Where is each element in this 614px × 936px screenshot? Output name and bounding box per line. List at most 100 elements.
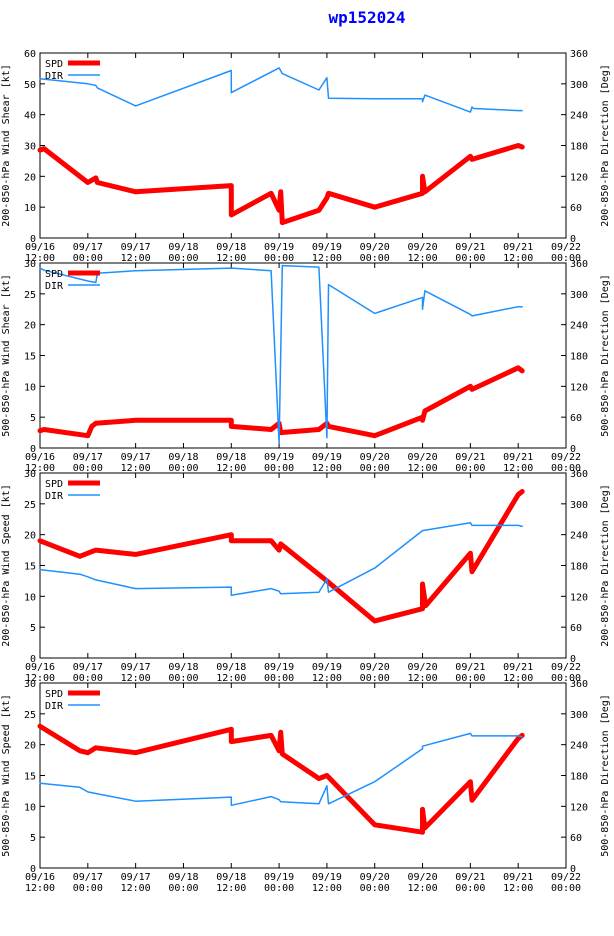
y-tick-label: 5 [30, 413, 36, 424]
y-tick-label: 0 [30, 654, 36, 665]
panel-3: 05101520253006012018024030036009/1612:00… [1, 469, 611, 684]
x-tick-label-date: 09/17 [73, 872, 103, 883]
x-tick-label-time: 00:00 [360, 673, 390, 684]
x-tick-label-time: 12:00 [503, 463, 533, 474]
y2-axis-label: 500-850-hPa Direction [Deg] [600, 274, 611, 437]
y-tick-label: 60 [24, 49, 36, 60]
x-tick-label-date: 09/19 [312, 242, 342, 253]
x-tick-label-date: 09/17 [73, 662, 103, 673]
y-axis-label: 200-850-hPa Wind Shear [kt] [1, 64, 12, 227]
x-tick-label-time: 00:00 [168, 463, 198, 474]
x-tick-label-time: 12:00 [407, 463, 437, 474]
x-tick-label-date: 09/17 [121, 242, 151, 253]
y-tick-label: 25 [24, 290, 36, 301]
x-tick-label-time: 00:00 [73, 463, 103, 474]
panel-2: 05101520253006012018024030036009/1612:00… [1, 259, 611, 474]
chart-title: wp152024 [328, 8, 406, 27]
x-tick-label-date: 09/21 [503, 242, 533, 253]
y-axis-label: 500-850-hPa Wind Speed [kt] [1, 694, 12, 857]
x-tick-label-time: 00:00 [455, 883, 485, 894]
y-tick-label: 50 [24, 80, 36, 91]
legend-label-dir: DIR [45, 701, 64, 712]
legend-label-spd: SPD [45, 479, 63, 490]
x-tick-label-time: 12:00 [121, 253, 151, 264]
x-tick-label-time: 00:00 [264, 883, 294, 894]
x-tick-label-date: 09/21 [503, 452, 533, 463]
x-tick-label-date: 09/20 [407, 242, 437, 253]
y2-tick-label: 180 [570, 352, 588, 363]
x-tick-label-date: 09/18 [216, 872, 246, 883]
y-axis-label: 200-850-hPa Wind Speed [kt] [1, 484, 12, 647]
x-tick-label-time: 12:00 [312, 253, 342, 264]
y-tick-label: 0 [30, 234, 36, 245]
y-tick-label: 30 [24, 469, 36, 480]
x-tick-label-date: 09/22 [551, 242, 581, 253]
x-tick-label-date: 09/18 [168, 662, 198, 673]
dir-series-line [39, 522, 523, 597]
y-tick-label: 10 [24, 592, 36, 603]
y-tick-label: 5 [30, 623, 36, 634]
plot-frame [39, 52, 567, 239]
y-tick-label: 20 [24, 321, 36, 332]
x-tick-label-date: 09/19 [264, 242, 294, 253]
x-tick-label-date: 09/18 [216, 662, 246, 673]
x-tick-label-date: 09/16 [25, 242, 55, 253]
y2-tick-label: 300 [570, 80, 588, 91]
x-tick-label-date: 09/19 [264, 662, 294, 673]
x-tick-label-time: 00:00 [360, 883, 390, 894]
y-tick-label: 30 [24, 259, 36, 270]
x-tick-label-time: 12:00 [25, 253, 55, 264]
x-tick-label-time: 12:00 [216, 673, 246, 684]
x-tick-label-time: 12:00 [407, 883, 437, 894]
y2-tick-label: 240 [570, 741, 588, 752]
x-tick-label-time: 12:00 [216, 883, 246, 894]
x-tick-label-date: 09/19 [312, 872, 342, 883]
panel-4: 05101520253006012018024030036009/1612:00… [1, 679, 611, 894]
x-tick-label-date: 09/16 [25, 872, 55, 883]
x-tick-label-time: 12:00 [312, 883, 342, 894]
spd-series-line [37, 489, 525, 624]
y-tick-label: 20 [24, 741, 36, 752]
y2-tick-label: 180 [570, 772, 588, 783]
y-axis-label: 500-850-hPa Wind Shear [kt] [1, 274, 12, 437]
x-tick-label-date: 09/17 [73, 452, 103, 463]
y-tick-label: 30 [24, 679, 36, 690]
plot-frame [39, 682, 567, 869]
x-tick-label-date: 09/21 [455, 242, 485, 253]
y2-tick-label: 60 [570, 623, 582, 634]
dir-series-line [39, 732, 523, 807]
dir-series-line [39, 67, 523, 113]
legend-label-dir: DIR [45, 491, 64, 502]
x-tick-label-time: 00:00 [360, 463, 390, 474]
x-tick-label-time: 12:00 [503, 673, 533, 684]
y2-tick-label: 60 [570, 833, 582, 844]
x-tick-label-date: 09/17 [73, 242, 103, 253]
y2-axis-label: 200-850-hPa Direction [Deg] [600, 484, 611, 647]
x-tick-label-date: 09/21 [455, 452, 485, 463]
x-tick-label-time: 00:00 [73, 253, 103, 264]
x-tick-label-date: 09/19 [312, 452, 342, 463]
y2-tick-label: 0 [570, 654, 576, 665]
y-tick-label: 0 [30, 444, 36, 455]
y-tick-label: 0 [30, 864, 36, 875]
x-tick-label-time: 12:00 [503, 253, 533, 264]
x-tick-label-date: 09/22 [551, 452, 581, 463]
y2-tick-label: 180 [570, 562, 588, 573]
y2-tick-label: 120 [570, 592, 588, 603]
y2-axis-label: 500-850-hPa Direction [Deg] [600, 694, 611, 857]
x-tick-label-time: 12:00 [25, 883, 55, 894]
x-tick-label-time: 00:00 [551, 253, 581, 264]
y-tick-label: 30 [24, 142, 36, 153]
y-tick-label: 10 [24, 203, 36, 214]
x-tick-label-date: 09/18 [168, 242, 198, 253]
legend-label-spd: SPD [45, 269, 63, 280]
y2-tick-label: 360 [570, 49, 588, 60]
y-tick-label: 40 [24, 111, 36, 122]
y2-tick-label: 300 [570, 500, 588, 511]
panel-1: 010203040506006012018024030036009/1612:0… [1, 49, 611, 264]
y2-tick-label: 120 [570, 382, 588, 393]
x-tick-label-date: 09/20 [407, 662, 437, 673]
x-tick-label-date: 09/21 [455, 662, 485, 673]
y-tick-label: 20 [24, 531, 36, 542]
